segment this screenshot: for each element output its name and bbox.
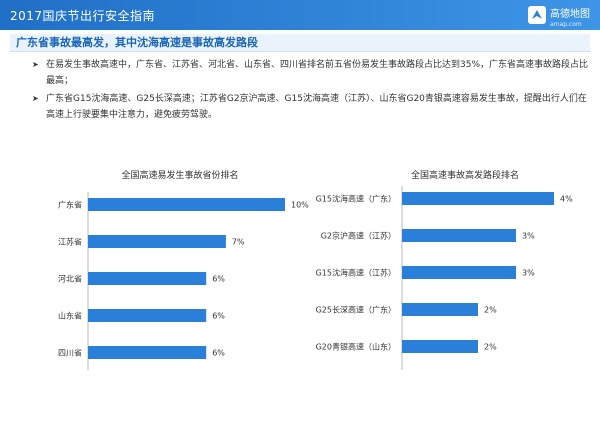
left-chart-title: 全国高速易发生事故省份排名	[121, 171, 239, 181]
amap-logo: 高德地图 amap.com	[528, 4, 590, 28]
road-category-label: G15沈海高速（广东）	[316, 194, 396, 204]
province-category-label: 山东省	[58, 311, 82, 321]
road-category-label: G15沈海高速（江苏）	[316, 268, 396, 278]
province-bar	[88, 235, 226, 248]
province-value-label: 10%	[291, 201, 309, 210]
province-value-label: 6%	[212, 312, 225, 321]
road-category-label: G25长深高速（广东）	[316, 305, 396, 315]
road-category-label: G20青银高速（山东）	[316, 342, 396, 352]
header-bar: 2017国庆节出行安全指南 高德地图 amap.com	[0, 0, 600, 30]
province-value-label: 6%	[212, 349, 225, 358]
logo-name: 高德地图	[550, 9, 590, 20]
bullet-item: ➤ 广东省G15沈海高速、G25长深高速；江苏省G2京沪高速、G15沈海高速（江…	[32, 91, 588, 123]
province-category-label: 四川省	[58, 348, 82, 358]
bullet-list: ➤ 在易发生事故高速中，广东省、江苏省、河北省、山东省、四川省排名前五省份易发生…	[32, 57, 588, 125]
road-bar	[402, 340, 478, 353]
province-bar	[88, 346, 207, 359]
province-bar	[88, 309, 207, 322]
road-value-label: 4%	[560, 195, 573, 204]
road-bar	[402, 303, 478, 316]
logo-url: amap.com	[550, 21, 582, 28]
road-bar	[402, 229, 516, 242]
section-title: 广东省事故最高发，其中沈海高速是事故高发路段	[10, 34, 590, 52]
province-category-label: 广东省	[58, 200, 82, 210]
road-bar	[402, 266, 516, 279]
page-title: 2017国庆节出行安全指南	[10, 9, 156, 23]
road-value-label: 2%	[484, 343, 497, 352]
road-category-label: G2京沪高速（江苏）	[321, 231, 396, 241]
bullet-item: ➤ 在易发生事故高速中，广东省、江苏省、河北省、山东省、四川省排名前五省份易发生…	[32, 57, 588, 89]
bullet-arrow-icon: ➤	[32, 94, 39, 103]
province-value-label: 7%	[232, 238, 245, 247]
road-bar-chart: G15沈海高速（广东） 4% G2京沪高速（江苏） 3% G15沈海高速（江苏） 3% G2…	[316, 186, 573, 370]
province-category-label: 河北省	[58, 274, 82, 284]
road-value-label: 3%	[522, 269, 535, 278]
amap-logo-icon	[528, 6, 546, 24]
bullet-text: 广东省G15沈海高速、G25长深高速；江苏省G2京沪高速、G15沈海高速（江苏）…	[46, 94, 587, 120]
right-chart-title: 全国高速事故高发路段排名	[410, 171, 519, 181]
province-bar-chart: 广东省 10% 江苏省 7% 河北省 6% 山东省 6% 四川省 6%	[58, 192, 309, 370]
road-value-label: 3%	[522, 232, 535, 241]
road-bar	[402, 192, 554, 205]
bullet-text: 在易发生事故高速中，广东省、江苏省、河北省、山东省、四川省排名前五省份易发生事故…	[46, 60, 589, 86]
province-category-label: 江苏省	[58, 237, 82, 247]
bullet-arrow-icon: ➤	[32, 60, 39, 69]
province-bar	[88, 198, 285, 211]
road-value-label: 2%	[484, 306, 497, 315]
province-bar	[88, 272, 207, 285]
province-value-label: 6%	[212, 275, 225, 284]
